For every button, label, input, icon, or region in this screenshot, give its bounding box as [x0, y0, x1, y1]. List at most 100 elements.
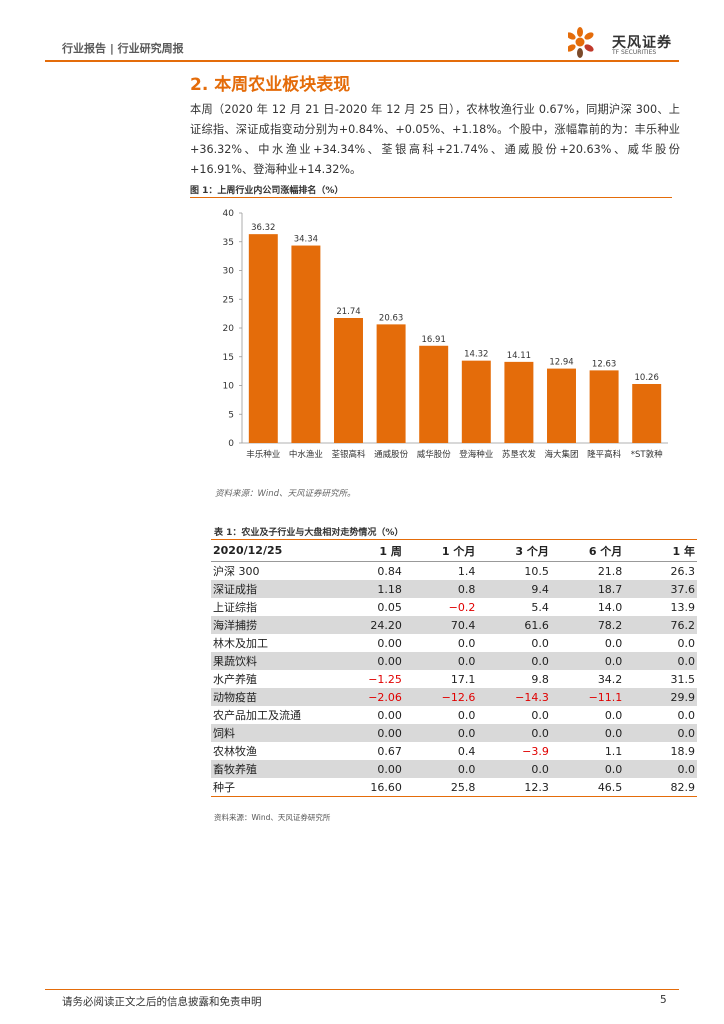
cell-name: 动物疫苗: [211, 688, 331, 706]
stock-gain-bar-chart: 0 5 10 15 20 25 30 35 40 36.32 34.34 21.74 20.63 16.…: [223, 209, 668, 460]
table-row: 畜牧养殖 0.00 0.0 0.0 0.0 0.0: [211, 760, 697, 778]
intro-paragraph: 本周（2020 年 12 月 21 日-2020 年 12 月 25 日），农林…: [190, 103, 680, 176]
y-tick-label: 35: [223, 238, 234, 248]
x-category-label: 荃银高科: [331, 449, 366, 460]
cell-3m: 10.5: [524, 564, 549, 578]
cell-6m: 0.0: [604, 636, 623, 650]
x-category-label: 中水渔业: [289, 449, 323, 460]
x-category-label: 海大集团: [544, 449, 578, 460]
cell-1y: 13.9: [670, 600, 696, 614]
cell-1y: 82.9: [624, 778, 697, 797]
y-tick-label: 0: [228, 439, 234, 449]
cell-1w: 16.60: [330, 778, 404, 797]
cell-1m: −0.2: [448, 600, 476, 614]
figure-source: 资料来源：Wind、天风证券研究所。: [215, 489, 356, 499]
cell-1w: 0.00: [330, 724, 404, 742]
flower-logo-icon: [568, 27, 594, 58]
bar-value-label: 14.32: [464, 350, 488, 360]
bar-value-label: 16.91: [422, 335, 446, 345]
cell-3m: 5.4: [531, 600, 549, 614]
bar-value-label: 21.74: [336, 307, 360, 317]
cell-1m: −12.6: [403, 688, 478, 706]
cell-1y: 18.9: [670, 744, 696, 758]
cell-3m: 0.0: [477, 760, 551, 778]
x-category-label: *ST敦种: [631, 449, 663, 460]
cell-1w: 24.20: [330, 616, 404, 634]
header-divider: [45, 60, 679, 62]
cell-6m: 21.8: [597, 564, 623, 578]
footer-divider: [45, 989, 679, 990]
cell-1w: −2.06: [330, 688, 404, 706]
bar: [547, 368, 576, 443]
x-category-label: 威华股份: [417, 449, 452, 460]
table-row: 海洋捕捞 24.20 70.4 61.6 78.2 76.2: [211, 616, 697, 634]
report-type-header: 行业报告 | 行业研究周报: [62, 42, 184, 55]
cell-6m: 78.2: [550, 616, 625, 634]
y-tick-label: 5: [228, 410, 234, 420]
cell-1w: 0.67: [377, 744, 402, 758]
cell-1w: 0.00: [330, 760, 404, 778]
bar: [632, 384, 662, 443]
bar-value-label: 12.63: [592, 359, 616, 369]
header-3m: 3 个月: [477, 539, 551, 562]
table-row: 种子 16.60 25.8 12.3 46.5 82.9: [211, 778, 697, 797]
x-category-label: 隆平高科: [587, 449, 622, 460]
cell-1y: 0.0: [624, 724, 697, 742]
cell-3m: 9.4: [477, 580, 551, 598]
cell-1w: 0.84: [377, 564, 402, 578]
section-title: 2. 本周农业板块表现: [190, 75, 351, 95]
y-tick-label: 15: [223, 353, 234, 363]
cell-name: 饲料: [211, 724, 331, 742]
cell-3m: 0.0: [531, 636, 549, 650]
header-date: 2020/12/25: [211, 539, 331, 562]
cell-6m: 0.0: [550, 724, 625, 742]
cell-1y: 76.2: [624, 616, 697, 634]
cell-1y: 0.0: [624, 760, 697, 778]
cell-1y: 37.6: [624, 580, 697, 598]
table-row: 农林牧渔 0.67 0.4 −3.9 1.1 18.9: [211, 742, 697, 760]
x-category-label: 通威股份: [374, 449, 409, 460]
cell-1y: 0.0: [624, 652, 697, 670]
bar-value-label: 36.32: [251, 223, 275, 233]
cell-name: 深证成指: [211, 580, 331, 598]
cell-name: 水产养殖: [213, 673, 257, 686]
bar-value-label: 20.63: [379, 313, 403, 323]
y-tick-label: 10: [223, 382, 235, 392]
header-6m: 6 个月: [550, 539, 625, 562]
table-row: 动物疫苗 −2.06 −12.6 −14.3 −11.1 29.9: [211, 688, 697, 706]
table-source: 资料来源：Wind、天风证券研究所: [214, 813, 331, 822]
cell-6m: 46.5: [550, 778, 625, 797]
cell-1y: 0.0: [677, 636, 696, 650]
cell-name: 沪深 300: [213, 565, 260, 578]
header-1y: 1 年: [624, 539, 697, 562]
bar: [419, 345, 449, 443]
cell-name: 种子: [211, 778, 331, 797]
bar: [291, 245, 321, 443]
cell-name: 上证综指: [213, 601, 257, 614]
cell-1m: 25.8: [403, 778, 478, 797]
cell-3m: −14.3: [477, 688, 551, 706]
cell-1m: 1.4: [457, 564, 476, 578]
table-header-row: 2020/12/25 1 周 1 个月 3 个月 6 个月 1 年: [211, 539, 697, 562]
cell-1w: 0.00: [330, 652, 404, 670]
cell-1y: 29.9: [624, 688, 697, 706]
table-title: 表 1：农业及子行业与大盘相对走势情况（%）: [214, 528, 404, 538]
table-row: 林木及加工 0.00 0.0 0.0 0.0 0.0: [211, 634, 697, 652]
table-row: 沪深 300 0.84 1.4 10.5 21.8 26.3: [211, 562, 697, 581]
cell-1m: 0.0: [457, 708, 476, 722]
cell-1m: 17.1: [450, 672, 476, 686]
cell-6m: 0.0: [550, 652, 625, 670]
cell-1w: −1.25: [368, 672, 402, 686]
cell-1m: 0.0: [403, 724, 478, 742]
cell-1y: 0.0: [677, 708, 696, 722]
cell-name: 农林牧渔: [213, 745, 257, 758]
figure-title-divider: [190, 197, 672, 198]
bar: [589, 370, 619, 443]
cell-3m: 61.6: [477, 616, 551, 634]
cell-6m: 18.7: [550, 580, 625, 598]
cell-1w: 1.18: [330, 580, 404, 598]
cell-1m: 0.8: [403, 580, 478, 598]
bar-value-label: 14.11: [507, 351, 531, 361]
cell-1y: 26.3: [670, 564, 696, 578]
bar: [376, 324, 406, 443]
